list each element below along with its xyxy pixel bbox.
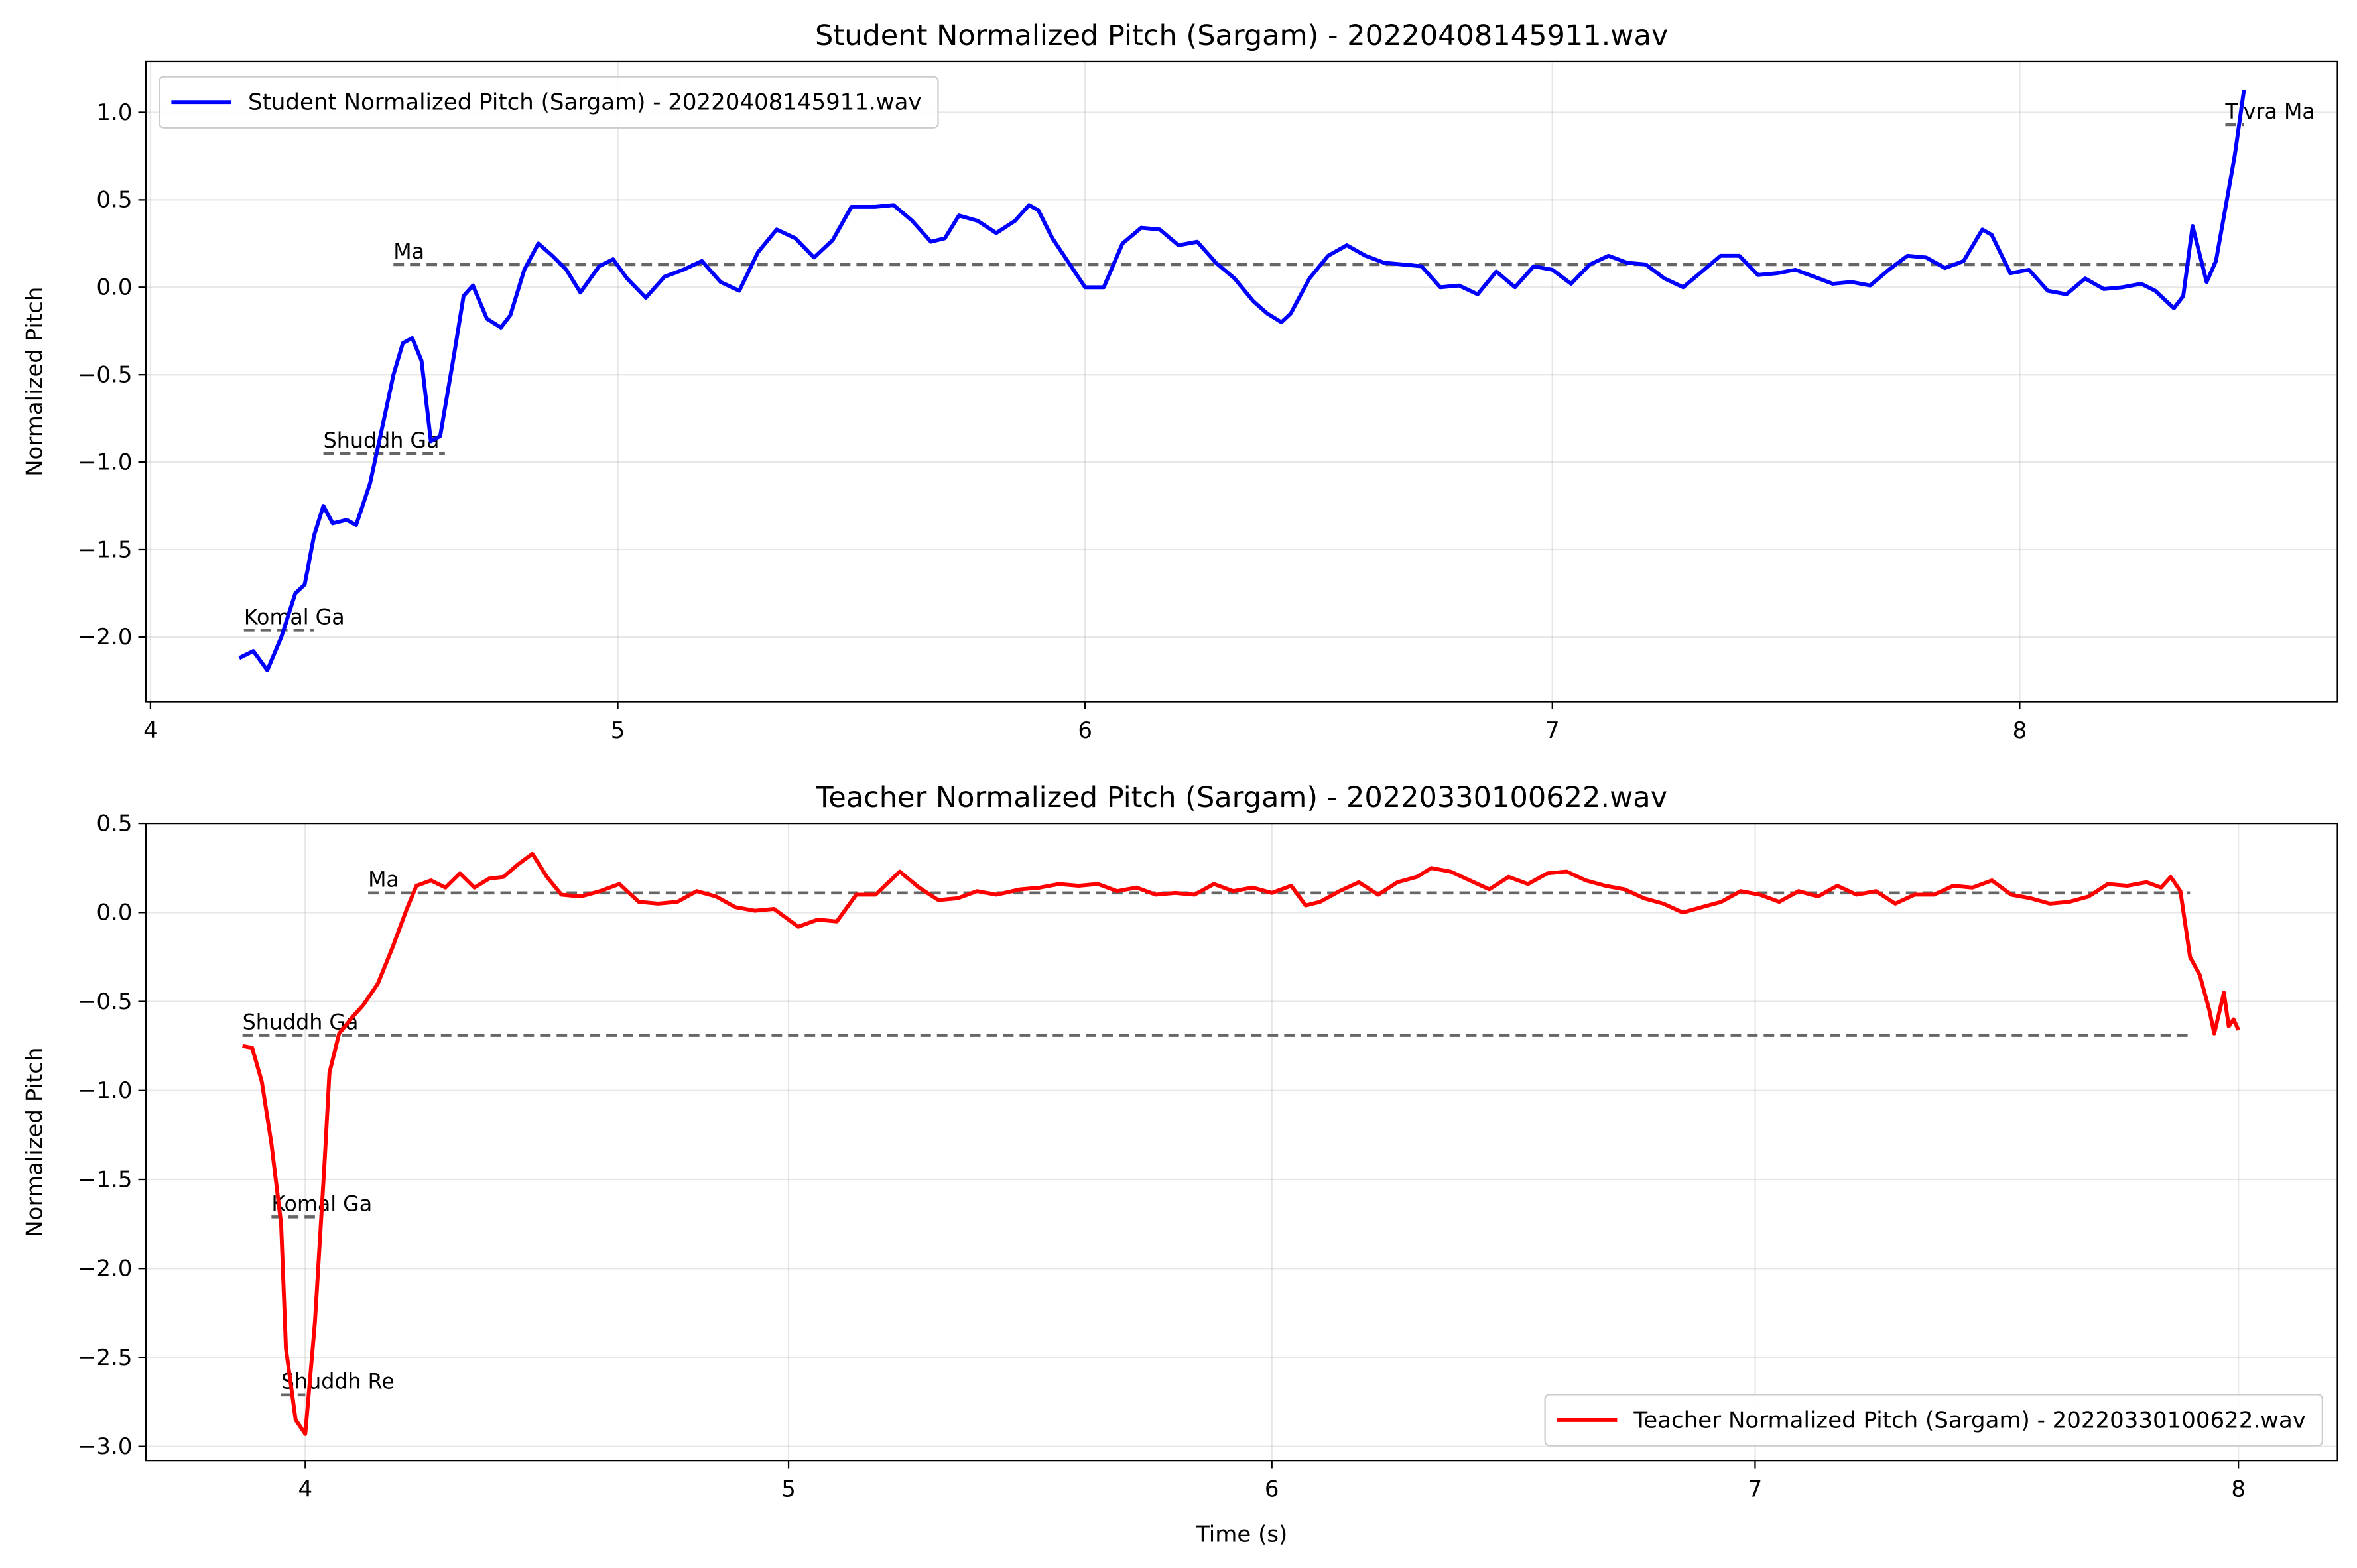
legend-label: Student Normalized Pitch (Sargam) - 2022… (248, 89, 922, 115)
reference-label: Shuddh Re (281, 1370, 395, 1394)
x-tick-label: 8 (2013, 717, 2027, 744)
plot-frame (145, 822, 2338, 1462)
y-tick-label: −2.0 (78, 1256, 133, 1282)
legend-box (1544, 1394, 2324, 1447)
y-tick-label: 0.5 (96, 810, 132, 837)
x-tick-label: 7 (1545, 717, 1560, 744)
y-tick-label: −2.0 (78, 624, 133, 650)
x-tick-label: 7 (1748, 1477, 1763, 1503)
y-tick-label: −1.0 (78, 1077, 133, 1104)
y-tick-label: 0.5 (96, 187, 132, 213)
reference-label: Ma (368, 869, 399, 892)
legend: Student Normalized Pitch (Sargam) - 2022… (159, 76, 939, 129)
x-tick-label: 4 (298, 1477, 313, 1503)
pitch-line (242, 851, 2240, 1436)
y-axis-label: Normalized Pitch (21, 287, 48, 477)
chart-title: Student Normalized Pitch (Sargam) - 2022… (815, 19, 1668, 52)
reference-label: Ma (393, 240, 424, 264)
y-tick-label: −1.5 (78, 1166, 133, 1193)
x-axis-label: Time (s) (1195, 1522, 1287, 1548)
y-tick-label: 0.0 (96, 900, 132, 926)
x-tick-label: 8 (2231, 1477, 2246, 1503)
y-tick-label: −0.5 (78, 989, 133, 1015)
reference-label: Komal Ga (244, 605, 345, 629)
y-tick-label: −2.5 (78, 1345, 133, 1371)
legend-label: Teacher Normalized Pitch (Sargam) - 2022… (1633, 1407, 2306, 1433)
pitch-line (238, 89, 2246, 672)
y-tick-label: 0.0 (96, 274, 132, 301)
x-tick-label: 6 (1078, 717, 1092, 744)
x-tick-label: 5 (781, 1477, 796, 1503)
y-tick-label: −0.5 (78, 362, 133, 389)
y-tick-label: 1.0 (96, 99, 132, 126)
y-axis-label: Normalized Pitch (21, 1047, 48, 1236)
plot-frame (145, 60, 2338, 703)
y-tick-label: −3.0 (78, 1433, 133, 1460)
y-tick-label: −1.5 (78, 536, 133, 563)
legend-box (159, 76, 939, 129)
y-tick-label: −1.0 (78, 449, 133, 475)
x-tick-label: 5 (611, 717, 625, 744)
x-tick-label: 6 (1265, 1477, 1279, 1503)
chart-title: Teacher Normalized Pitch (Sargam) - 2022… (815, 781, 1667, 814)
x-tick-label: 4 (143, 717, 158, 744)
legend: Teacher Normalized Pitch (Sargam) - 2022… (1544, 1394, 2324, 1447)
